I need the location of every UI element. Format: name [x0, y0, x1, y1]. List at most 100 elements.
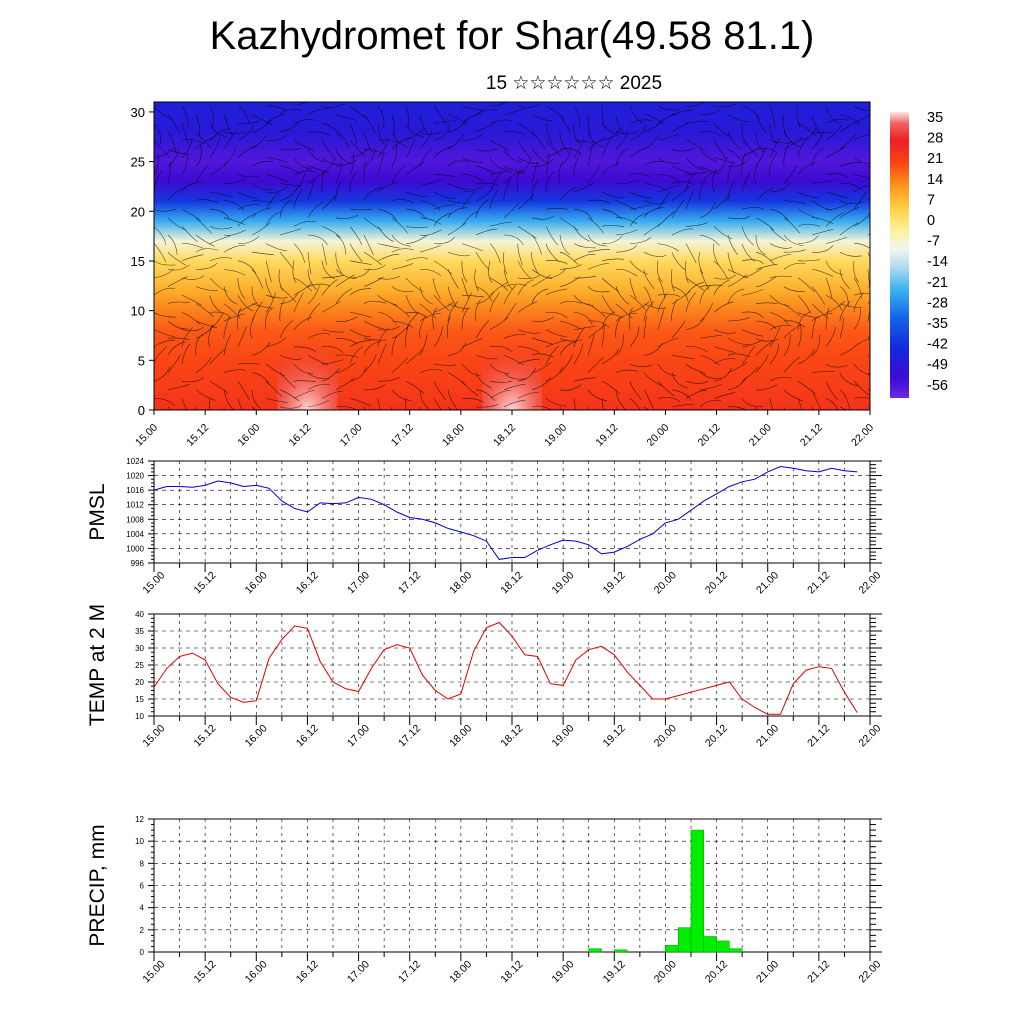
x-tick-label: 21.00 [754, 569, 781, 596]
y-tick-label: 0 [138, 403, 145, 418]
y-tick-label: 10 [131, 304, 145, 319]
precip-bar [729, 948, 743, 953]
y-axis-label: TEMP at 2 M [86, 604, 109, 726]
x-tick-label: 17.12 [396, 958, 423, 985]
series-line [153, 465, 858, 560]
x-tick-label: 17.00 [338, 422, 365, 449]
x-tick-label: 19.00 [542, 422, 569, 449]
heatmap-panel: 0 5 10 15 20 25 30 15.00 15.12 16.00 16.12 17.00 17.… [131, 101, 876, 449]
page-title: Kazhydromet for Shar(49.58 81.1) [209, 14, 815, 58]
y-axis-label: PRECIP, mm [86, 824, 109, 946]
colorbar-label: -28 [927, 295, 948, 311]
y-tick-label: 4 [140, 904, 145, 913]
y-tick-label: 1020 [126, 472, 144, 481]
colorbar-label: -49 [927, 357, 948, 373]
y-tick-label: 40 [135, 610, 144, 619]
x-tick-label: 21.12 [805, 958, 832, 985]
colorbar-label: -14 [927, 254, 948, 270]
colorbar-ramp [890, 112, 909, 398]
x-tick-label: 19.12 [601, 958, 628, 985]
x-tick-label: 22.00 [856, 958, 883, 985]
y-tick-label: 25 [135, 661, 144, 670]
x-tick-label: 20.12 [703, 722, 730, 749]
x-tick-label: 21.12 [805, 569, 832, 596]
y-tick-label: 25 [131, 155, 145, 170]
y-tick-label: 20 [131, 204, 145, 219]
y-tick-label: 15 [131, 254, 145, 269]
x-tick-label: 15.12 [191, 958, 218, 985]
x-tick-label: 20.12 [703, 569, 730, 596]
y-tick-label: 8 [140, 859, 145, 868]
x-tick-label: 18.00 [447, 569, 474, 596]
x-tick-label: 21.00 [754, 958, 781, 985]
x-tick-label: 15.12 [191, 569, 218, 596]
x-tick-label: 21.00 [747, 422, 774, 449]
y-tick-label: 15 [135, 695, 144, 704]
y-tick-label: 35 [135, 627, 144, 636]
x-tick-label: 20.12 [696, 422, 723, 449]
pressure-panel: 996 1000 1004 1008 1012 1016 1020 1024 15.00 15.1… [86, 457, 884, 596]
precip-bar [665, 945, 679, 953]
y-tick-label: 1000 [126, 544, 144, 553]
y-tick-label: 996 [131, 559, 145, 568]
y-tick-label: 12 [135, 815, 144, 824]
x-tick-label: 19.00 [549, 722, 576, 749]
y-tick-label: 30 [131, 105, 145, 120]
x-tick-label: 22.00 [856, 569, 883, 596]
colorbar-label: 28 [927, 131, 943, 147]
x-tick-label: 22.00 [856, 722, 883, 749]
x-tick-label: 17.00 [345, 958, 372, 985]
x-tick-label: 15.00 [140, 722, 167, 749]
x-tick-label: 20.00 [652, 569, 679, 596]
y-tick-label: 1012 [126, 501, 144, 510]
x-tick-label: 17.00 [345, 569, 372, 596]
x-tick-label: 19.00 [549, 958, 576, 985]
x-tick-label: 17.12 [396, 569, 423, 596]
colorbar-label: -42 [927, 337, 948, 353]
y-tick-label: 0 [140, 948, 145, 957]
x-tick-label: 18.00 [447, 722, 474, 749]
x-tick-label: 17.12 [396, 722, 423, 749]
x-tick-label: 20.00 [652, 958, 679, 985]
colorbar-label: -35 [927, 316, 948, 332]
x-tick-label: 20.00 [644, 422, 671, 449]
y-tick-label: 30 [135, 644, 144, 653]
x-tick-label: 18.12 [498, 569, 525, 596]
colorbar-label: 35 [927, 110, 943, 126]
x-tick-label: 21.12 [805, 722, 832, 749]
x-tick-label: 19.12 [593, 422, 620, 449]
y-tick-label: 1008 [126, 515, 144, 524]
y-tick-label: 1016 [126, 486, 144, 495]
x-tick-label: 15.12 [184, 422, 211, 449]
wind-streamlines [154, 102, 870, 410]
colorbar-label: 0 [927, 213, 935, 229]
colorbar-label: -7 [927, 234, 940, 250]
x-tick-label: 16.00 [243, 958, 270, 985]
x-tick-label: 16.12 [294, 958, 321, 985]
y-axis-label: PMSL [86, 483, 109, 540]
y-tick-label: 10 [135, 712, 144, 721]
x-tick-label: 21.12 [798, 422, 825, 449]
x-tick-label: 19.00 [549, 569, 576, 596]
x-tick-label: 15.00 [140, 958, 167, 985]
x-tick-label: 18.12 [498, 958, 525, 985]
y-tick-label: 10 [135, 837, 144, 846]
y-tick-label: 5 [138, 353, 145, 368]
x-tick-label: 20.12 [703, 958, 730, 985]
precip-bar [703, 936, 717, 953]
x-tick-label: 18.00 [440, 422, 467, 449]
colorbar-label: -56 [927, 378, 948, 394]
y-tick-label: 2 [140, 926, 145, 935]
precip-panel: 0 2 4 6 8 10 12 15.00 15.12 16.00 16.12 17.00 17.12 1… [86, 815, 884, 985]
precip-bar [716, 940, 730, 953]
colorbar: 35 28 21 14 7 0 -7 -14 -21 -28 -35 -42 -49 -56 [890, 110, 948, 398]
x-tick-label: 17.00 [345, 722, 372, 749]
x-tick-label: 18.00 [447, 958, 474, 985]
y-tick-label: 6 [140, 882, 145, 891]
x-tick-label: 16.12 [294, 569, 321, 596]
x-tick-label: 15.00 [133, 422, 160, 449]
precip-bar [588, 948, 602, 953]
x-tick-label: 20.00 [652, 722, 679, 749]
